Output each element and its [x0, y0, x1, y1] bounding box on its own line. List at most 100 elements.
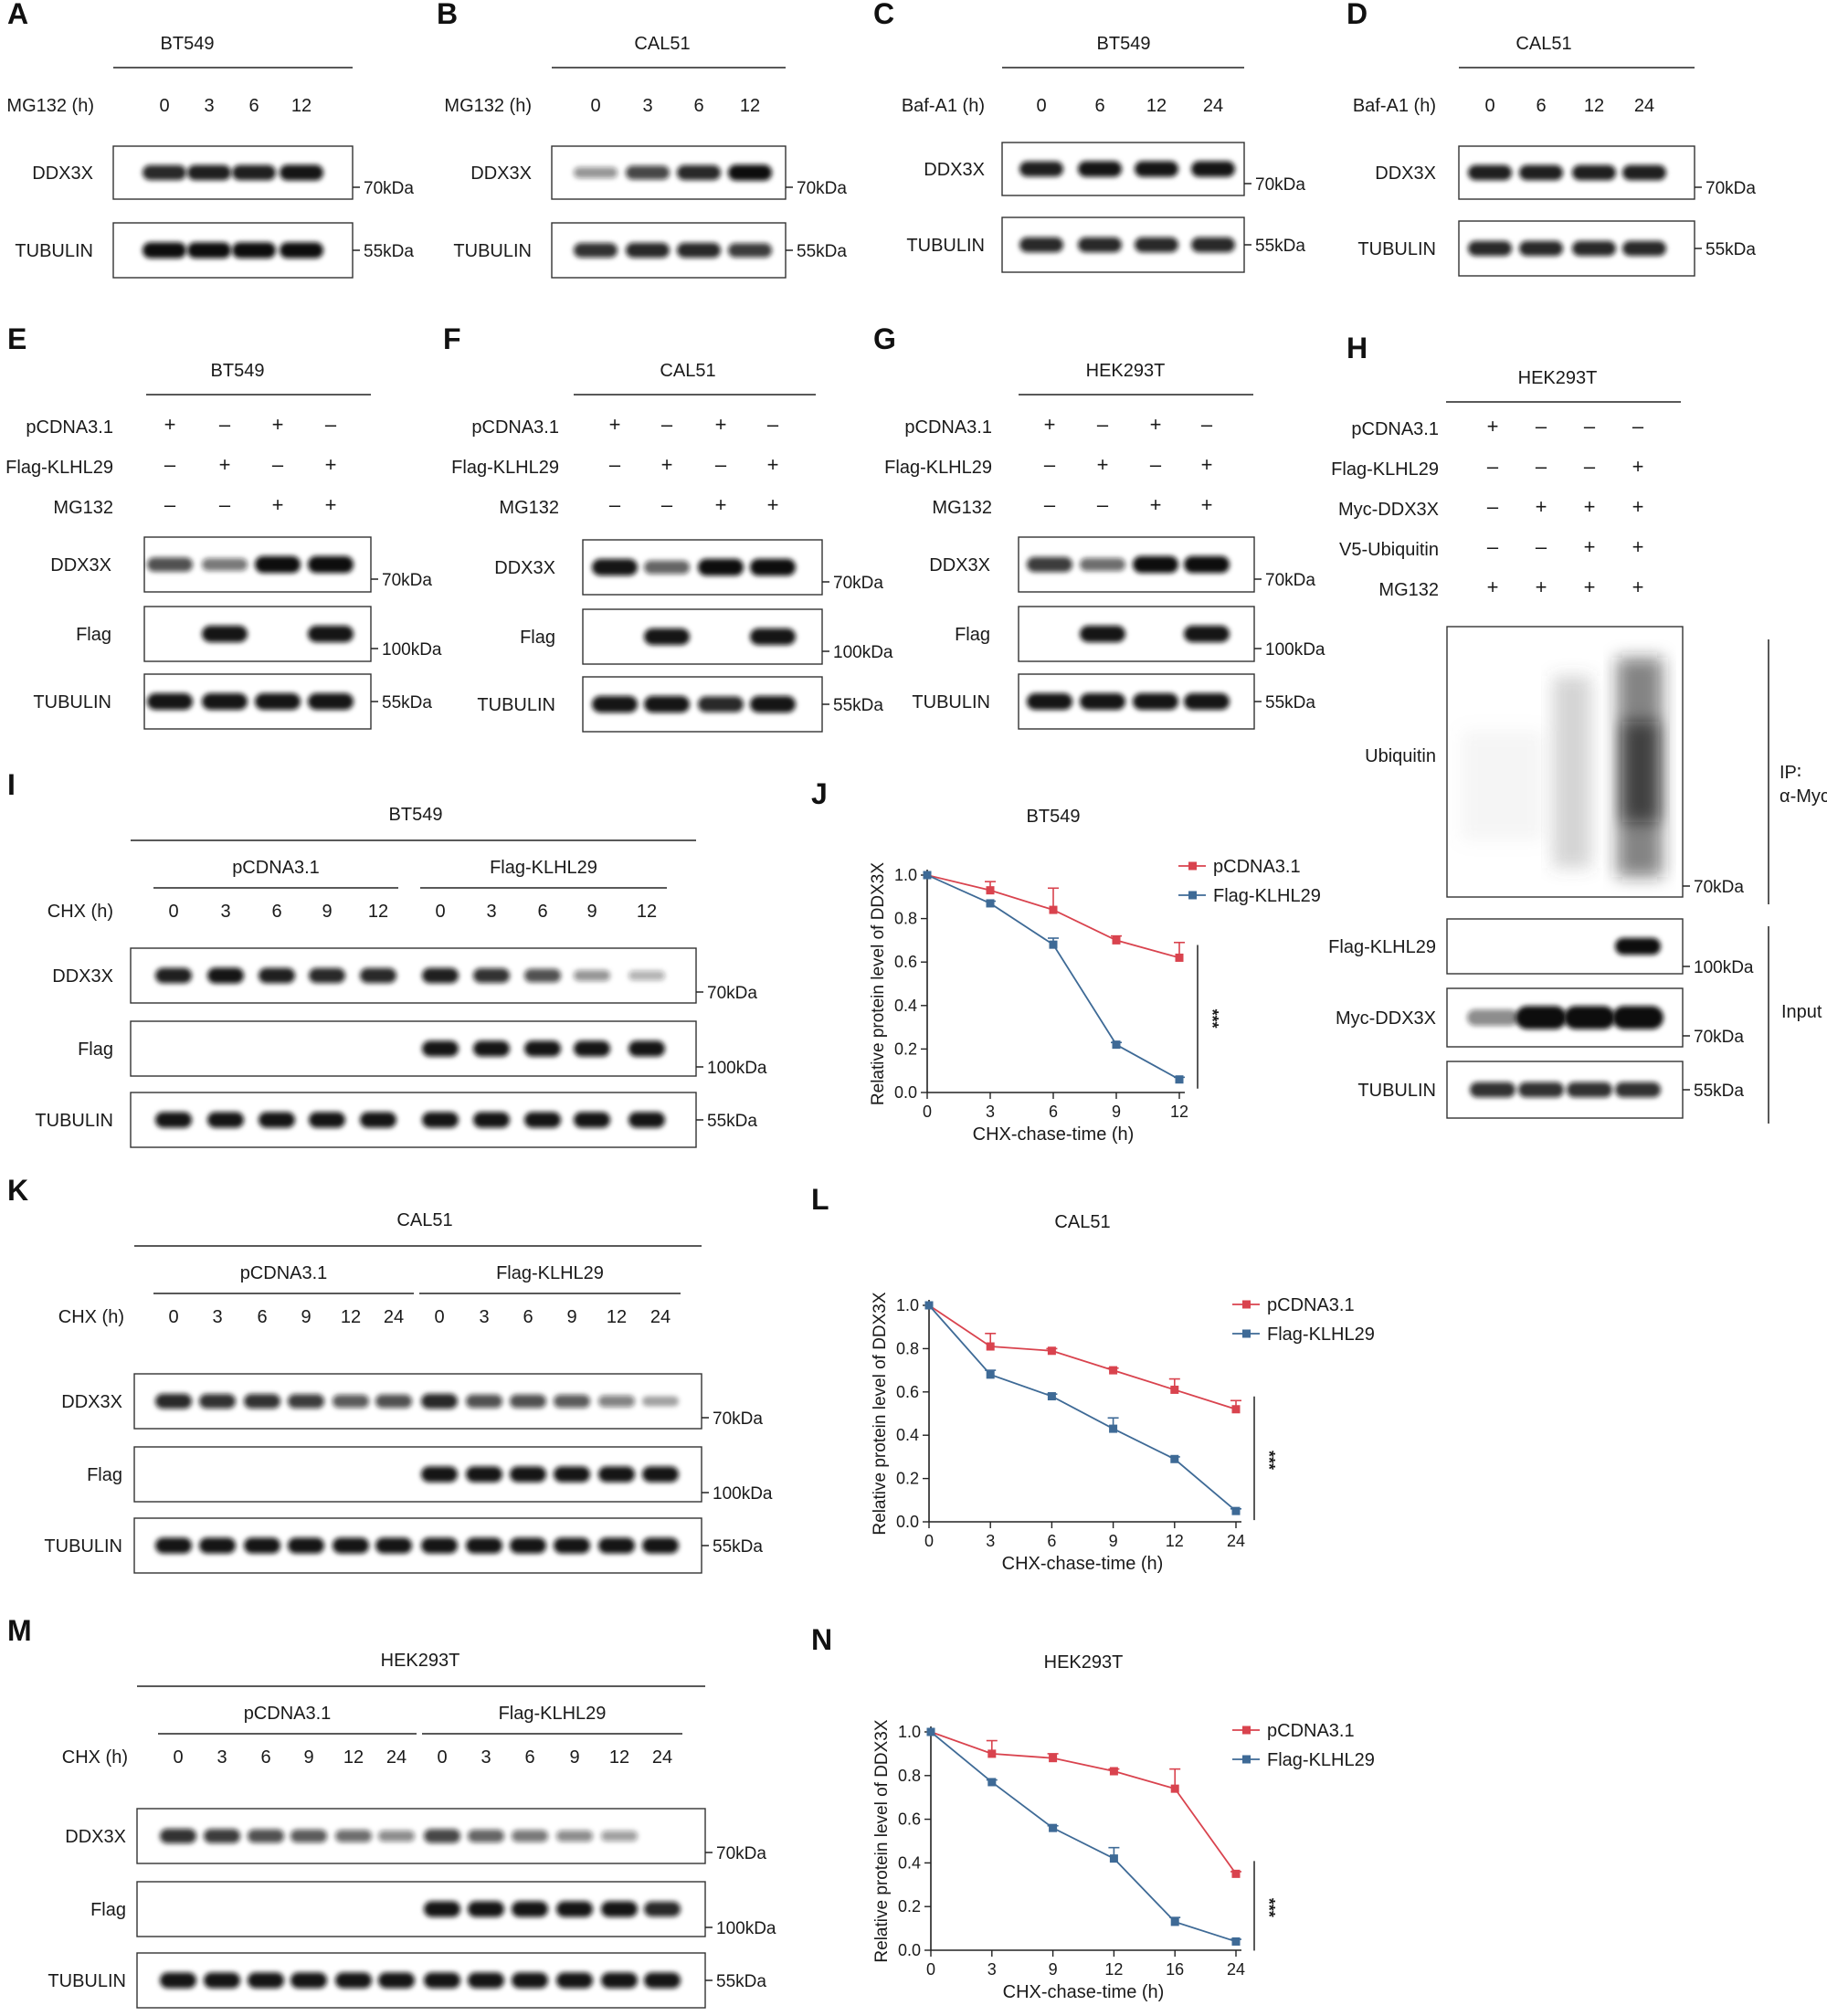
tubulin-row-band [556, 1972, 593, 1989]
treatment-label: Baf-A1 (h) [902, 96, 985, 116]
time-label: 6 [693, 96, 703, 116]
tubulin-row-band [1470, 1082, 1515, 1098]
time-label: 6 [257, 1307, 267, 1327]
data-point [1049, 1754, 1058, 1763]
ddx3x-row-label: DDX3X [1375, 164, 1436, 184]
cell-line-title: CAL51 [634, 34, 690, 54]
tubulin-row-band [259, 1112, 295, 1128]
ddx3x-row-label: DDX3X [470, 164, 532, 184]
tubulin-row-label: TUBULIN [912, 692, 990, 712]
condition-sign: + [1584, 495, 1596, 518]
tubulin-row-band [698, 696, 744, 712]
ddx3x-row-band [147, 557, 193, 572]
series-line [928, 1304, 1237, 1410]
condition-sign: – [219, 493, 231, 516]
condition-sign: + [219, 453, 231, 476]
tubulin-row-band [155, 1112, 192, 1128]
condition-sign: – [1584, 415, 1596, 438]
tubulin-row-band [1622, 240, 1666, 257]
y-tick-label: 0.4 [894, 997, 917, 1015]
time-label: 0 [435, 902, 445, 922]
x-tick-label: 9 [1049, 1960, 1058, 1979]
ddx3x-row-band [473, 968, 510, 983]
tubulin-row-band [335, 1972, 372, 1989]
panel-letter: L [811, 1183, 829, 1216]
mw-marker: 55kDa [1706, 240, 1756, 259]
y-axis-label: Relative protein level of DDX3X [872, 1719, 892, 1962]
time-label: 12 [609, 1747, 629, 1768]
condition-sign: + [715, 413, 727, 436]
tubulin-row-band [147, 692, 193, 711]
panel-letter: K [7, 1174, 28, 1207]
condition-sign: – [1044, 493, 1056, 516]
ddx3x-row-band [422, 967, 459, 984]
tubulin-row-band [1567, 1082, 1612, 1098]
time-label: 0 [437, 1747, 447, 1768]
tubulin-row-band [677, 242, 721, 259]
tubulin-row-band [143, 242, 186, 259]
tubulin-row-label: TUBULIN [15, 241, 93, 261]
condition-sign: – [1201, 413, 1213, 436]
ddx3x-row-band [232, 164, 276, 181]
data-point [1049, 940, 1058, 949]
y-tick-label: 0.6 [898, 1810, 921, 1829]
condition-sign: – [1097, 413, 1109, 436]
tubulin-row-band [155, 1537, 192, 1554]
ddx3x-row-band [728, 164, 772, 181]
tubulin-row-band [1133, 692, 1178, 711]
data-point [1175, 1075, 1184, 1084]
time-label: 9 [301, 1307, 311, 1327]
panel-letter: E [7, 322, 26, 355]
condition-sign: – [1487, 455, 1499, 478]
time-label: 6 [248, 96, 259, 116]
mw-marker: 55kDa [382, 693, 432, 712]
y-tick-label: 0.2 [894, 1040, 917, 1058]
ddx3x-row-band [204, 1829, 240, 1843]
data-point [1170, 1385, 1179, 1394]
x-tick-label: 6 [1049, 1103, 1058, 1121]
time-label: 9 [569, 1747, 579, 1768]
condition-sign: + [1487, 415, 1499, 438]
mw-marker: 55kDa [833, 696, 883, 715]
cell-line-title: CAL51 [396, 1210, 452, 1230]
ddx3x-row-band [1468, 164, 1512, 181]
legend-marker [1242, 1329, 1251, 1338]
data-point [1049, 905, 1058, 914]
tubulin-row-label: TUBULIN [44, 1536, 122, 1557]
cell-line-title: HEK293T [381, 1651, 460, 1671]
tubulin-row-band [510, 1537, 546, 1554]
group-label: pCDNA3.1 [232, 858, 320, 878]
data-point [1231, 1506, 1241, 1515]
group-label: pCDNA3.1 [244, 1704, 332, 1724]
y-tick-label: 0.2 [896, 1470, 919, 1488]
ddx3x-row-label: DDX3X [32, 164, 93, 184]
condition-sign: + [609, 413, 621, 436]
condition-sign: + [1044, 413, 1056, 436]
condition-sign: + [1150, 413, 1162, 436]
condition-label: pCDNA3.1 [471, 417, 559, 438]
ddx3x-row-band [155, 1393, 192, 1409]
condition-sign: – [661, 493, 673, 516]
condition-sign: – [1097, 493, 1109, 516]
ddx3x-row-band [280, 164, 323, 181]
tubulin-row-band [309, 1112, 345, 1128]
mw-marker: 55kDa [797, 242, 847, 261]
tubulin-row-band [1519, 240, 1563, 257]
ddx3x-row-band [601, 1831, 638, 1842]
ddx3x-row-band [468, 1830, 504, 1842]
x-tick-label: 24 [1227, 1960, 1245, 1979]
ddx3x-row-label: DDX3X [52, 966, 113, 987]
y-tick-label: 1.0 [896, 1296, 919, 1314]
ip-label: IP∶ [1779, 763, 1801, 783]
tubulin-row-band [750, 695, 796, 713]
y-tick-label: 0.8 [894, 910, 917, 928]
condition-label: pCDNA3.1 [1351, 419, 1439, 439]
flag-row-band [421, 1466, 458, 1483]
data-point [1170, 1784, 1179, 1793]
ddx3x-row-band [335, 1830, 372, 1842]
ddx3x-row-band [512, 1830, 548, 1842]
flag-klhl29-row-band [1615, 937, 1661, 955]
mw-marker: 70kDa [382, 571, 432, 590]
flag-row-band [556, 1901, 593, 1917]
